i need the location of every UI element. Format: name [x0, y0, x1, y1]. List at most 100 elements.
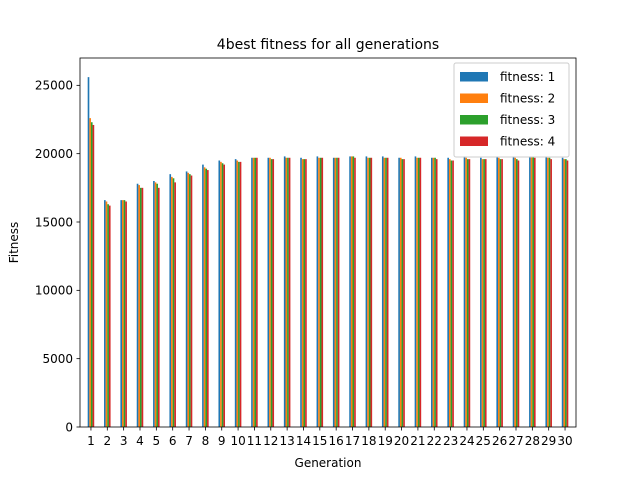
y-tick-label: 10000 — [35, 284, 73, 298]
legend: fitness: 1 fitness: 2 fitness: 3 fitness: 4 — [453, 62, 570, 158]
bar-series3-gen20 — [401, 159, 404, 427]
bar-series2-gen25 — [481, 159, 484, 427]
bar-series3-gen22 — [434, 157, 436, 427]
legend-swatch — [460, 93, 488, 103]
bar-series1-gen28 — [529, 156, 531, 427]
bar-series2-gen9 — [220, 161, 222, 427]
bar-series1-gen15 — [316, 156, 319, 427]
x-tick-label: 27 — [508, 434, 523, 448]
bar-series3-gen7 — [189, 174, 191, 427]
x-axis-ticks: 1 2 3 4 5 6 7 8 9 10 11 12 13 14 15 16 17 18 19 20 21 22 23 24 2… — [87, 427, 573, 448]
bar-series1-gen19 — [381, 156, 384, 427]
x-tick-label: 23 — [443, 434, 458, 448]
bar-series2-gen12 — [269, 157, 271, 427]
bar-series2-gen28 — [530, 156, 533, 427]
bar-series1-gen8 — [202, 164, 204, 427]
x-tick-label: 6 — [169, 434, 177, 448]
bar-series2-gen30 — [563, 159, 566, 427]
bar-series2-gen6 — [171, 176, 173, 427]
x-tick-label: 21 — [410, 434, 425, 448]
bar-series3-gen5 — [156, 183, 158, 427]
bar-series2-gen18 — [367, 157, 369, 427]
bar-series3-gen12 — [270, 159, 273, 427]
legend-label: fitness: 4 — [500, 135, 555, 149]
bar-series1-gen17 — [349, 156, 351, 427]
bar-series4-gen5 — [157, 187, 160, 427]
x-tick-label: 5 — [153, 434, 161, 448]
x-tick-label: 22 — [427, 434, 442, 448]
y-tick-label: 5000 — [42, 352, 73, 366]
bar-series3-gen13 — [287, 157, 289, 427]
bar-series1-gen22 — [430, 157, 433, 427]
axes-layer — [79, 57, 577, 428]
bar-series3-gen27 — [516, 159, 518, 427]
bar-series4-gen12 — [272, 159, 275, 427]
bar-series1-gen5 — [153, 181, 155, 427]
y-tick-label: 20000 — [35, 147, 73, 161]
bar-series3-gen26 — [499, 159, 502, 427]
bar-series4-gen19 — [386, 157, 389, 427]
x-tick-label: 20 — [394, 434, 409, 448]
bar-series1-gen20 — [398, 157, 400, 427]
bar-series3-gen15 — [319, 157, 322, 427]
bar-series2-gen8 — [203, 167, 206, 428]
bar-series1-gen25 — [480, 157, 482, 427]
legend-label: fitness: 1 — [500, 70, 555, 84]
bar-series4-gen6 — [174, 182, 176, 427]
bar-series2-gen17 — [350, 156, 353, 427]
bar-series3-gen14 — [303, 159, 306, 427]
bar-series3-gen8 — [205, 168, 208, 427]
bar-series3-gen17 — [352, 156, 355, 427]
bar-series4-gen9 — [223, 164, 226, 427]
bar-series1-gen30 — [561, 157, 564, 427]
x-tick-label: 11 — [247, 434, 262, 448]
bar-series1-gen10 — [234, 159, 237, 427]
bar-series1-gen2 — [104, 200, 106, 427]
bar-series4-gen18 — [370, 157, 373, 427]
bar-series2-gen7 — [187, 172, 190, 427]
bar-series4-gen21 — [419, 157, 422, 427]
bar-series1-gen21 — [414, 156, 417, 427]
y-tick-label: 0 — [65, 420, 73, 434]
bar-series1-gen29 — [545, 156, 548, 427]
bar-series4-gen22 — [435, 159, 438, 427]
bars-layer — [87, 77, 569, 428]
bar-series4-gen4 — [141, 187, 144, 427]
bar-series2-gen11 — [252, 157, 255, 427]
bar-series4-gen23 — [452, 160, 454, 427]
bar-series3-gen11 — [254, 157, 257, 427]
bar-series2-gen10 — [236, 160, 239, 427]
bar-series3-gen29 — [548, 157, 551, 427]
x-tick-label: 30 — [557, 434, 572, 448]
bar-series1-gen27 — [512, 156, 515, 427]
bar-series2-gen29 — [547, 157, 549, 427]
bar-series2-gen2 — [105, 201, 108, 427]
bar-series2-gen5 — [154, 182, 157, 427]
y-axis-label: Fitness — [7, 222, 21, 264]
bar-series2-gen24 — [465, 157, 467, 427]
bar-series2-gen1 — [89, 118, 91, 427]
x-tick-label: 1 — [87, 434, 95, 448]
x-tick-label: 25 — [476, 434, 491, 448]
x-tick-label: 19 — [378, 434, 393, 448]
x-tick-label: 9 — [218, 434, 226, 448]
bar-series3-gen1 — [90, 122, 93, 427]
bar-series4-gen2 — [108, 205, 111, 427]
bar-series1-gen16 — [332, 157, 335, 427]
bar-series3-gen19 — [385, 157, 387, 427]
bar-series2-gen20 — [399, 157, 402, 427]
bar-series2-gen4 — [138, 185, 140, 427]
x-tick-label: 13 — [279, 434, 294, 448]
bar-series4-gen24 — [468, 159, 471, 427]
bar-series1-gen18 — [365, 156, 368, 427]
bar-series4-gen27 — [517, 160, 520, 427]
legend-box — [453, 62, 570, 158]
x-tick-label: 18 — [361, 434, 376, 448]
bar-series2-gen23 — [448, 159, 451, 427]
bar-series3-gen24 — [466, 159, 469, 427]
y-tick-label: 25000 — [35, 79, 73, 93]
bar-series4-gen13 — [288, 157, 291, 427]
bar-series1-gen1 — [87, 77, 90, 427]
bar-series3-gen4 — [139, 187, 142, 427]
